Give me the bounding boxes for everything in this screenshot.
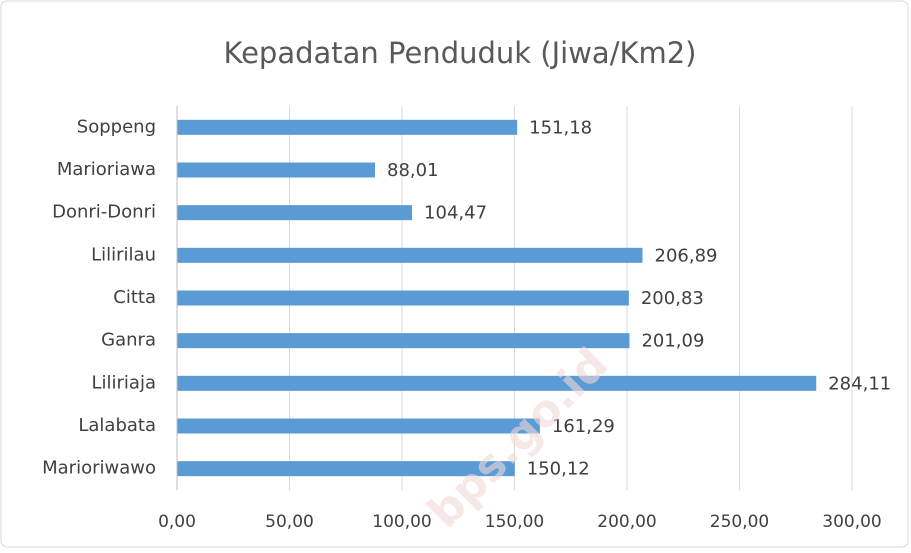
bar bbox=[177, 162, 376, 178]
y-tick-label: Citta bbox=[113, 287, 156, 308]
chart-title: Kepadatan Penduduk (Jiwa/Km2) bbox=[224, 36, 697, 70]
bar bbox=[177, 290, 629, 306]
data-label: 206,89 bbox=[655, 245, 718, 266]
x-tick-label: 200,00 bbox=[597, 512, 656, 532]
y-tick-label: Lalabata bbox=[78, 415, 156, 436]
y-tick-label: Ganra bbox=[101, 330, 156, 351]
data-label: 88,01 bbox=[387, 160, 439, 181]
y-tick-label: Liliriaja bbox=[92, 372, 157, 393]
y-tick-label: Soppeng bbox=[77, 116, 156, 137]
data-label: 161,29 bbox=[552, 416, 615, 437]
bar bbox=[177, 333, 630, 349]
x-tick-label: 150,00 bbox=[485, 512, 544, 532]
data-label: 284,11 bbox=[828, 373, 891, 394]
bar bbox=[177, 119, 518, 135]
data-label: 150,12 bbox=[527, 459, 590, 480]
y-tick-label: Lilirilau bbox=[91, 244, 156, 265]
x-tick-label: 300,00 bbox=[822, 512, 881, 532]
x-tick-label: 0,00 bbox=[158, 512, 196, 532]
x-tick-label: 50,00 bbox=[265, 512, 314, 532]
x-tick-label: 250,00 bbox=[710, 512, 769, 532]
data-label: 201,09 bbox=[641, 331, 704, 352]
y-tick-label: Donri-Donri bbox=[52, 202, 156, 223]
y-tick-label: Marioriwawo bbox=[42, 458, 156, 479]
bar bbox=[177, 418, 540, 434]
bar bbox=[177, 205, 413, 221]
bar bbox=[177, 247, 643, 263]
plot-area: 0,00 50,00 100,00 150,00 200,00 250,00 300,00 S… bbox=[42, 106, 891, 532]
bar bbox=[177, 375, 817, 391]
data-label: 200,83 bbox=[641, 288, 704, 309]
bar bbox=[177, 461, 515, 477]
x-tick-label: 100,00 bbox=[372, 512, 431, 532]
y-tick-label: Marioriawa bbox=[57, 159, 156, 180]
data-label: 104,47 bbox=[424, 203, 487, 224]
data-label: 151,18 bbox=[529, 117, 592, 138]
